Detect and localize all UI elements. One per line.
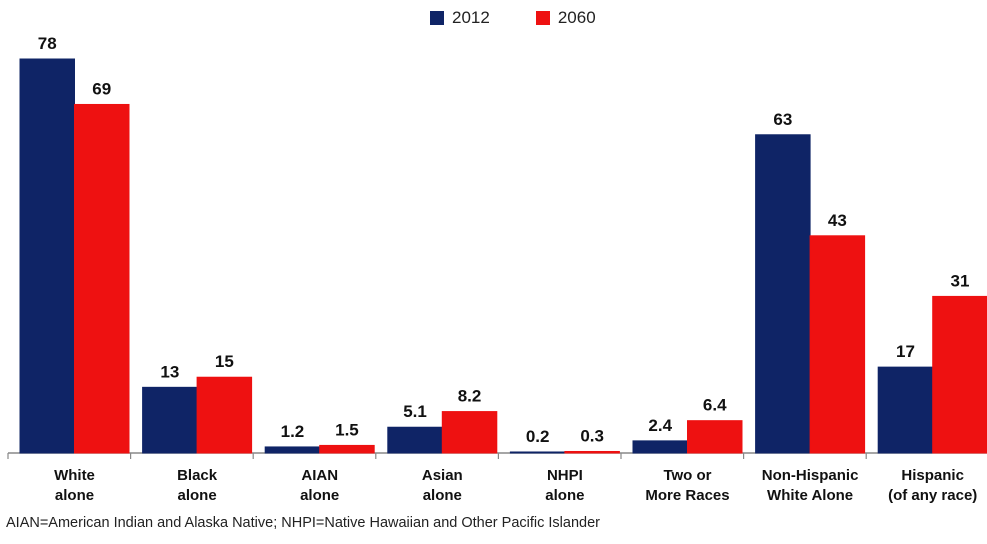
data-label-2012-6: 63 [773,110,792,129]
category-label-6-1: White Alone [767,487,853,504]
category-label-4-1: alone [545,487,584,504]
data-label-2060-6: 43 [828,211,847,230]
data-label-2012-4: 0.2 [526,427,550,446]
bar-2012-1 [142,386,198,454]
category-label-5-0: Two or [663,467,711,484]
bar-2012-2 [264,446,321,454]
category-label-1-0: Black [177,467,218,484]
legend-label-2060: 2060 [557,8,596,27]
bar-2060-4 [564,450,620,454]
bar-2060-6 [809,235,866,454]
bar-2060-5 [687,420,743,454]
data-label-2012-7: 17 [896,342,915,361]
category-label-0-0: White [54,467,95,484]
category-label-1-1: alone [178,487,217,504]
bar-2012-3 [387,426,443,454]
category-label-7-1: (of any race) [888,487,977,504]
data-label-2012-5: 2.4 [648,416,672,435]
category-label-5-1: More Races [645,487,729,504]
data-label-2012-1: 13 [160,362,179,381]
data-label-2060-3: 8.2 [458,387,482,406]
bar-2060-3 [441,411,498,454]
bar-2060-2 [319,444,375,454]
category-label-0-1: alone [55,487,94,504]
data-label-2060-5: 6.4 [703,396,727,415]
category-label-3-1: alone [423,487,462,504]
category-label-2-1: alone [300,487,339,504]
data-label-2012-0: 78 [38,34,57,53]
category-label-3-0: Asian [422,467,463,484]
footnote: AIAN=American Indian and Alaska Native; … [6,515,600,531]
bar-2012-7 [877,366,934,454]
bar-2060-7 [932,295,987,454]
data-label-2012-3: 5.1 [403,402,427,421]
category-label-4-0: NHPI [547,467,583,484]
bar-2060-1 [196,376,253,454]
bar-2060-0 [74,103,130,454]
bar-2012-5 [632,440,688,454]
legend-swatch-2012 [430,11,444,25]
data-label-2060-4: 0.3 [580,426,604,445]
legend-item-2012: 2012 [430,8,490,28]
data-label-2060-0: 69 [92,79,111,98]
legend-label-2012: 2012 [452,8,490,27]
category-label-2-0: AIAN [301,467,338,484]
legend-item-2060: 2060 [535,8,596,28]
legend-swatch-2060 [535,11,550,25]
legend: 2012 2060 [430,8,596,28]
data-label-2060-2: 1.5 [335,420,359,439]
bar-2012-6 [755,134,811,454]
data-label-2012-2: 1.2 [281,422,305,441]
bar-2012-4 [509,451,566,454]
category-label-6-0: Non-Hispanic [762,467,859,484]
category-label-7-0: Hispanic [901,467,964,484]
bar-2012-0 [19,58,75,454]
data-label-2060-7: 31 [950,271,969,290]
data-label-2060-1: 15 [215,352,234,371]
